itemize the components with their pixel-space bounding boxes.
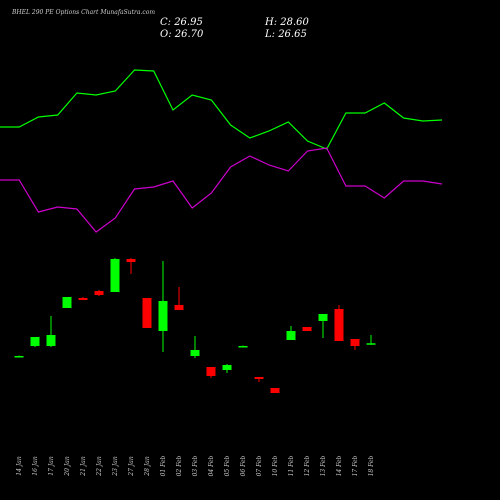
x-tick-label: 07 Feb [256,455,263,476]
candle-body [94,291,104,295]
x-tick-label: 16 Jan [32,456,39,476]
candle-body [30,337,40,346]
candle-body [366,343,376,345]
candle-body [350,339,360,346]
candle-body [302,327,312,331]
candle-body [222,365,232,370]
candle-body [254,377,264,379]
x-tick-label: 11 Feb [288,455,295,476]
x-tick-label: 02 Feb [176,455,183,476]
candle-body [110,259,120,292]
candle-body [334,309,344,341]
candle-body [318,314,328,321]
candle-body [270,388,280,393]
x-tick-label: 18 Feb [368,455,375,476]
x-tick-label: 17 Jan [48,456,55,476]
candle-body [238,346,248,348]
x-tick-label: 01 Feb [160,455,167,476]
x-tick-label: 04 Feb [208,455,215,476]
x-tick-label: 20 Jan [64,456,71,477]
indicator-line [0,147,443,233]
x-tick-label: 13 Feb [320,455,327,476]
x-tick-label: 14 Feb [336,455,343,476]
candle-body [190,350,200,356]
candle-body [174,305,184,310]
ohlc-open: O: 26.70 [160,29,204,40]
candle-body [62,297,72,308]
indicator-line [0,69,443,150]
candle-body [142,298,152,328]
ohlc-low: L: 26.65 [264,29,307,40]
candle-body [78,298,88,300]
candle-body [158,301,168,331]
candle-body [46,335,56,346]
x-tick-label: 03 Feb [192,455,199,476]
x-tick-label: 14 Jan [16,456,23,476]
x-tick-label: 21 Jan [80,456,87,477]
x-tick-label: 05 Feb [224,455,231,476]
x-tick-label: 22 Jan [96,456,103,477]
ohlc-high: H: 28.60 [264,17,310,28]
x-tick-label: 10 Feb [272,455,279,476]
x-tick-label: 12 Feb [304,455,311,476]
chart-title: BHEL 290 PE Options Chart MunafaSutra.co… [11,9,155,16]
candle-body [286,331,296,340]
x-tick-label: 27 Jan [128,456,135,477]
x-tick-label: 06 Feb [240,455,247,476]
ohlc-close: C: 26.95 [160,17,203,28]
candle-body [14,356,24,358]
candle-body [126,259,136,262]
x-tick-label: 17 Feb [352,455,359,476]
candle-body [206,367,216,376]
x-tick-label: 23 Jan [112,456,119,477]
x-tick-label: 28 Jan [144,456,151,477]
